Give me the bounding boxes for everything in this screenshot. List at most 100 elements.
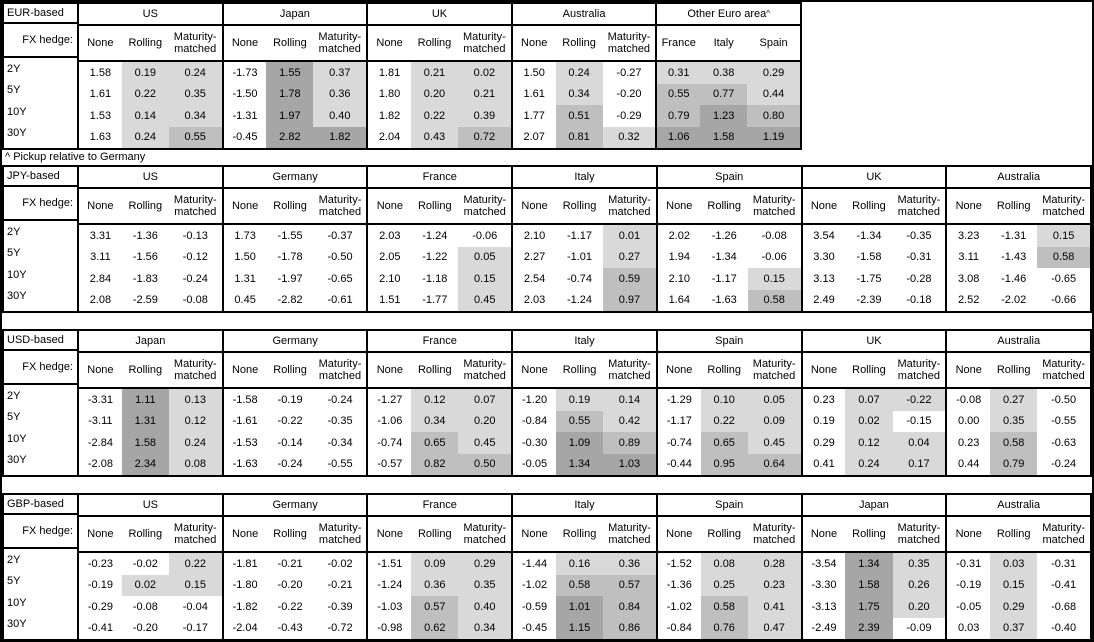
- hedge-column-header: Rolling: [128, 364, 163, 376]
- data-cell: 0.02: [845, 410, 893, 432]
- data-cell: 1.51: [368, 289, 412, 311]
- data-row: -1.06 0.34 0.20: [368, 410, 512, 432]
- data-row: 0.44 0.79 -0.24: [947, 453, 1091, 475]
- data-cell: -0.14: [266, 432, 314, 454]
- data-row: -0.98 0.62 0.34: [368, 617, 512, 639]
- data-cell: 2.27: [513, 246, 556, 268]
- data-cell: 0.58: [700, 596, 748, 618]
- fx-hedge-label: FX hedge:: [4, 351, 77, 385]
- data-cell: -1.17: [700, 268, 748, 290]
- data-cell: 0.19: [802, 410, 846, 432]
- data-cell: -0.44: [657, 453, 701, 475]
- data-cell: -0.20: [602, 83, 656, 105]
- data-row: -2.08 2.34 0.08: [79, 453, 222, 475]
- data-cell: -0.45: [513, 617, 556, 639]
- country-header: Other Euro area ^: [657, 4, 800, 26]
- hedge-column-header: None: [87, 37, 114, 49]
- data-cell: -0.24: [168, 268, 222, 290]
- data-cell: 0.23: [747, 574, 801, 596]
- data-cell: -3.54: [802, 553, 846, 575]
- group-australia: Australia None Rolling Maturity-matched 3.23…: [945, 167, 1091, 311]
- data-cell: -2.39: [845, 289, 893, 311]
- data-cell: -1.02: [513, 574, 556, 596]
- data-cell: -0.35: [313, 410, 367, 432]
- table-gbp-based: GBP-based FX hedge: 2Y 5Y 10Y 30Y US None Rollin…: [2, 493, 1092, 640]
- hedge-header-row: None Rolling Maturity-matched: [368, 189, 512, 225]
- block-label: JPY-based: [4, 167, 77, 187]
- data-row: -0.30 1.09 0.89: [513, 432, 656, 454]
- data-row: 2.10 -1.18 0.15: [368, 268, 512, 290]
- data-cell: -1.61: [223, 410, 267, 432]
- data-cell: 0.20: [892, 596, 946, 618]
- hedge-column-header: Maturity-matched: [752, 358, 796, 382]
- data-cell: 1.61: [512, 83, 556, 105]
- hedge-column-header: None: [376, 364, 403, 376]
- data-row: 2.08 -2.59 -0.08: [79, 289, 222, 311]
- data-cell: -0.41: [79, 617, 122, 639]
- data-cell: -0.27: [602, 62, 656, 84]
- hedge-header-row: None Rolling Maturity-matched: [802, 517, 946, 553]
- data-cell: 1.61: [79, 83, 122, 105]
- country-header: Spain: [657, 167, 801, 189]
- data-cell: 1.19: [747, 126, 800, 148]
- data-cell: 3.11: [79, 246, 122, 268]
- data-cell: 0.58: [1037, 246, 1091, 268]
- hedge-header-row: None Rolling Maturity-matched: [223, 26, 367, 62]
- data-cell: 0.39: [458, 105, 511, 127]
- data-cell: -1.52: [657, 553, 701, 575]
- data-cell: 2.52: [947, 289, 991, 311]
- data-cell: 0.95: [700, 453, 748, 475]
- data-row: -1.82 -0.22 -0.39: [223, 596, 367, 618]
- data-row: -1.58 -0.19 -0.24: [223, 389, 367, 411]
- data-cell: 1.82: [368, 105, 411, 127]
- label-column: JPY-based FX hedge: 2Y 5Y 10Y 30Y: [4, 167, 77, 311]
- group-germany: Germany None Rolling Maturity-matched -1.58-…: [221, 331, 367, 475]
- data-cell: 0.23: [947, 432, 991, 454]
- data-cell: 1.58: [121, 432, 169, 454]
- hedge-column-header: None: [810, 200, 838, 212]
- data-row: 1.94 -1.34 -0.06: [657, 246, 801, 268]
- data-row: -1.61 -0.22 -0.35: [223, 410, 367, 432]
- data-cell: 0.24: [845, 453, 893, 475]
- data-cell: 0.10: [700, 389, 748, 411]
- label-column: EUR-based FX hedge: 2Y 5Y 10Y 30Y: [4, 4, 77, 148]
- data-cell: -0.55: [1037, 410, 1091, 432]
- hedge-column-header: Maturity-matched: [608, 194, 651, 218]
- data-cell: 2.49: [802, 289, 846, 311]
- data-cell: 0.58: [555, 574, 604, 596]
- data-cell: -0.05: [947, 596, 991, 618]
- data-cell: 0.40: [458, 596, 512, 618]
- data-cell: 0.05: [747, 389, 801, 411]
- data-cell: -0.74: [368, 432, 412, 454]
- data-cell: 0.08: [168, 453, 222, 475]
- data-row: 2.05 -1.22 0.05: [368, 246, 512, 268]
- data-cell: 0.29: [802, 432, 846, 454]
- data-cell: -0.40: [1037, 617, 1091, 639]
- data-cell: 0.55: [168, 126, 222, 148]
- data-cell: -0.05: [513, 453, 556, 475]
- data-cell: 1.50: [223, 246, 267, 268]
- data-row: -0.19 0.15 -0.41: [947, 574, 1091, 596]
- data-row: -0.74 0.65 0.45: [657, 432, 801, 454]
- hedge-header-row: None Rolling Maturity-matched: [657, 189, 801, 225]
- data-row: -1.63 -0.24 -0.55: [223, 453, 367, 475]
- data-cell: -0.66: [1037, 289, 1091, 311]
- hedge-column-header: Rolling: [417, 364, 452, 376]
- data-row: -1.44 0.16 0.36: [513, 553, 656, 575]
- data-cell: 0.37: [990, 617, 1038, 639]
- data-cell: -1.17: [555, 225, 604, 247]
- data-row: 1.82 0.22 0.39: [368, 105, 511, 127]
- data-cell: -1.31: [223, 105, 267, 127]
- data-cell: -0.18: [892, 289, 946, 311]
- data-cell: 0.72: [458, 126, 511, 148]
- data-cell: 0.15: [990, 574, 1038, 596]
- country-header: Japan: [223, 4, 367, 26]
- country-header: US: [79, 167, 222, 189]
- data-cell: -0.50: [313, 246, 367, 268]
- data-cell: -0.22: [266, 596, 314, 618]
- data-cell: -0.29: [79, 596, 122, 618]
- data-row: 3.30 -1.58 -0.31: [802, 246, 946, 268]
- data-row: 2.04 0.43 0.72: [368, 126, 511, 148]
- data-cell: 0.35: [458, 574, 512, 596]
- country-header: Spain: [657, 331, 801, 353]
